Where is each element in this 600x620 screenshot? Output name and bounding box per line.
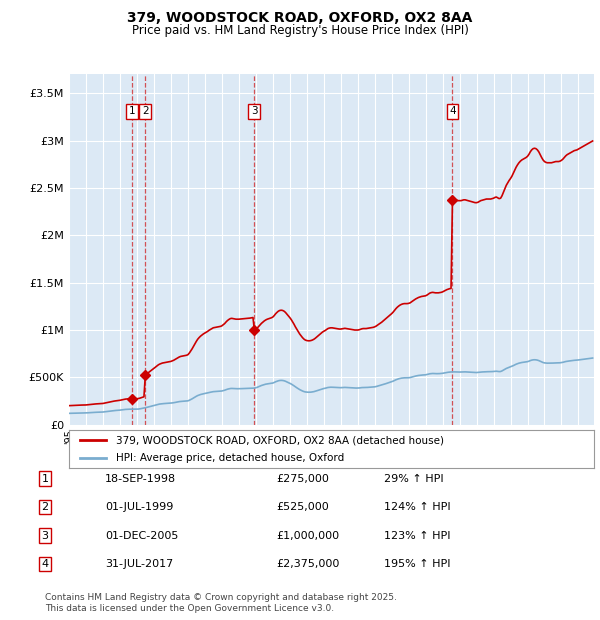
Text: 2: 2 (142, 106, 149, 116)
Text: Price paid vs. HM Land Registry's House Price Index (HPI): Price paid vs. HM Land Registry's House … (131, 24, 469, 37)
Text: 3: 3 (251, 106, 257, 116)
Text: 01-DEC-2005: 01-DEC-2005 (105, 531, 178, 541)
Text: 4: 4 (41, 559, 49, 569)
Text: 379, WOODSTOCK ROAD, OXFORD, OX2 8AA (detached house): 379, WOODSTOCK ROAD, OXFORD, OX2 8AA (de… (116, 435, 444, 445)
Text: 3: 3 (41, 531, 49, 541)
Text: 01-JUL-1999: 01-JUL-1999 (105, 502, 173, 512)
Text: 195% ↑ HPI: 195% ↑ HPI (384, 559, 451, 569)
Text: £275,000: £275,000 (276, 474, 329, 484)
Text: 31-JUL-2017: 31-JUL-2017 (105, 559, 173, 569)
Text: £525,000: £525,000 (276, 502, 329, 512)
Text: 123% ↑ HPI: 123% ↑ HPI (384, 531, 451, 541)
Text: 124% ↑ HPI: 124% ↑ HPI (384, 502, 451, 512)
Text: 2: 2 (41, 502, 49, 512)
Text: 379, WOODSTOCK ROAD, OXFORD, OX2 8AA: 379, WOODSTOCK ROAD, OXFORD, OX2 8AA (127, 11, 473, 25)
Text: £1,000,000: £1,000,000 (276, 531, 339, 541)
Text: Contains HM Land Registry data © Crown copyright and database right 2025.
This d: Contains HM Land Registry data © Crown c… (45, 593, 397, 613)
Text: £2,375,000: £2,375,000 (276, 559, 340, 569)
Text: 29% ↑ HPI: 29% ↑ HPI (384, 474, 443, 484)
Text: 1: 1 (129, 106, 136, 116)
Text: HPI: Average price, detached house, Oxford: HPI: Average price, detached house, Oxfo… (116, 453, 344, 464)
Text: 18-SEP-1998: 18-SEP-1998 (105, 474, 176, 484)
Text: 1: 1 (41, 474, 49, 484)
Text: 4: 4 (449, 106, 456, 116)
